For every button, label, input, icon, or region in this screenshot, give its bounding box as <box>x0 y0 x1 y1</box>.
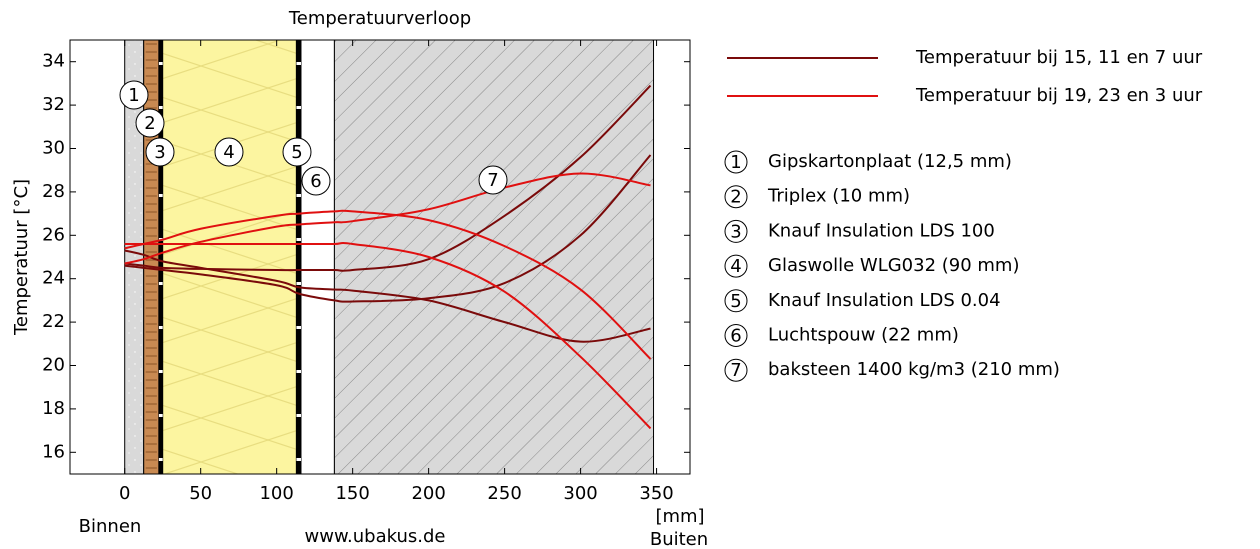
x-tick-label: 50 <box>189 483 212 504</box>
layer-list-marker <box>724 150 748 174</box>
layer-marker-label: 4 <box>223 142 234 163</box>
layer-marker-label: 1 <box>128 85 139 106</box>
y-tick-label: 30 <box>42 138 65 159</box>
layer-list-name: Glaswolle WLG032 (90 mm) <box>768 255 1019 276</box>
layer-marker-label: 5 <box>291 142 302 163</box>
outside-label: Buiten <box>650 529 708 549</box>
x-tick-label: 300 <box>563 483 597 504</box>
foil-gap <box>158 370 163 373</box>
foil-gap <box>296 414 301 417</box>
x-tick-label: 350 <box>639 483 673 504</box>
layer-marker-label: 6 <box>310 171 321 192</box>
foil-gap <box>296 106 301 109</box>
layer-marker <box>301 166 331 196</box>
y-tick-label: 20 <box>42 355 65 376</box>
layer-list-number: 3 <box>730 221 741 242</box>
x-tick-label: 100 <box>259 483 293 504</box>
foil-gap <box>158 106 163 109</box>
foil-gap <box>158 62 163 65</box>
y-tick-label: 32 <box>42 94 65 115</box>
temperature-line <box>124 84 652 272</box>
layer-list-number: 2 <box>730 187 741 208</box>
y-tick-label: 24 <box>42 268 65 289</box>
layer <box>333 39 655 475</box>
layer-marker <box>282 137 312 167</box>
temperature-line <box>124 249 651 343</box>
y-tick-label: 18 <box>42 398 65 419</box>
y-tick-label: 16 <box>42 441 65 462</box>
x-tick-label: 250 <box>487 483 521 504</box>
layer-marker <box>145 137 175 167</box>
chart-title: Temperatuurverloop <box>288 8 471 29</box>
foil-gap <box>158 414 163 417</box>
foil-gap <box>158 194 163 197</box>
x-axis-label: [mm] <box>655 506 704 527</box>
layer-list-name: Gipskartonplaat (12,5 mm) <box>768 151 1012 172</box>
foil-gap <box>296 282 301 285</box>
layer-marker <box>478 165 508 195</box>
y-tick-label: 26 <box>42 224 65 245</box>
foil-gap <box>296 238 301 241</box>
foil-gap <box>296 62 301 65</box>
layer-list-number: 5 <box>730 291 741 312</box>
layer-list-marker <box>724 219 748 243</box>
y-axis-label: Temperatuur [°C] <box>11 179 32 336</box>
layer-list-number: 1 <box>730 152 741 173</box>
layer-list-number: 7 <box>730 360 741 381</box>
layer <box>295 39 302 475</box>
foil-gap <box>158 458 163 461</box>
x-tick-label: 150 <box>335 483 369 504</box>
layer-marker <box>214 137 244 167</box>
temperature-line <box>124 242 652 430</box>
layer-marker <box>119 80 149 110</box>
y-tick-label: 28 <box>42 181 65 202</box>
layer-list-marker <box>724 358 748 382</box>
layer-marker-label: 2 <box>144 113 155 134</box>
layer-list-name: Luchtspouw (22 mm) <box>768 325 959 346</box>
layer-marker <box>135 108 165 138</box>
layer-list-marker <box>724 324 748 347</box>
layer-list-name: baksteen 1400 kg/m3 (210 mm) <box>768 359 1060 380</box>
plot-frame <box>69 39 691 475</box>
legend-label: Temperatuur bij 15, 11 en 7 uur <box>915 47 1203 68</box>
layer-list-marker <box>724 185 748 209</box>
layer <box>162 39 297 475</box>
y-tick-label: 34 <box>42 51 65 72</box>
temperature-line <box>124 154 652 303</box>
layer-list-number: 6 <box>730 326 741 347</box>
layer-list-name: Knauf Insulation LDS 0.04 <box>768 290 1001 311</box>
layer-list-name: Knauf Insulation LDS 100 <box>768 220 995 241</box>
layer-list-marker <box>724 289 748 313</box>
layer <box>300 39 335 475</box>
foil-gap <box>158 326 163 329</box>
foil-gap <box>158 282 163 285</box>
legend-label: Temperatuur bij 19, 23 en 3 uur <box>915 85 1203 106</box>
foil-gap <box>296 194 301 197</box>
layer-marker-label: 3 <box>154 142 165 163</box>
layer-list-name: Triplex (10 mm) <box>767 186 910 207</box>
foil-gap <box>296 326 301 329</box>
source: www.ubakus.de <box>305 526 446 547</box>
foil-gap <box>296 458 301 461</box>
inside-label: Binnen <box>79 516 142 537</box>
layer-marker-label: 7 <box>487 170 498 191</box>
temperature-line <box>124 209 652 360</box>
x-tick-label: 200 <box>411 483 445 504</box>
foil-gap <box>296 370 301 373</box>
temperature-line <box>124 172 651 265</box>
layer-list-number: 4 <box>730 256 741 277</box>
x-tick-label: 0 <box>119 483 130 504</box>
layer-list-marker <box>724 254 748 278</box>
y-tick-label: 22 <box>42 311 65 332</box>
layer <box>158 39 164 475</box>
